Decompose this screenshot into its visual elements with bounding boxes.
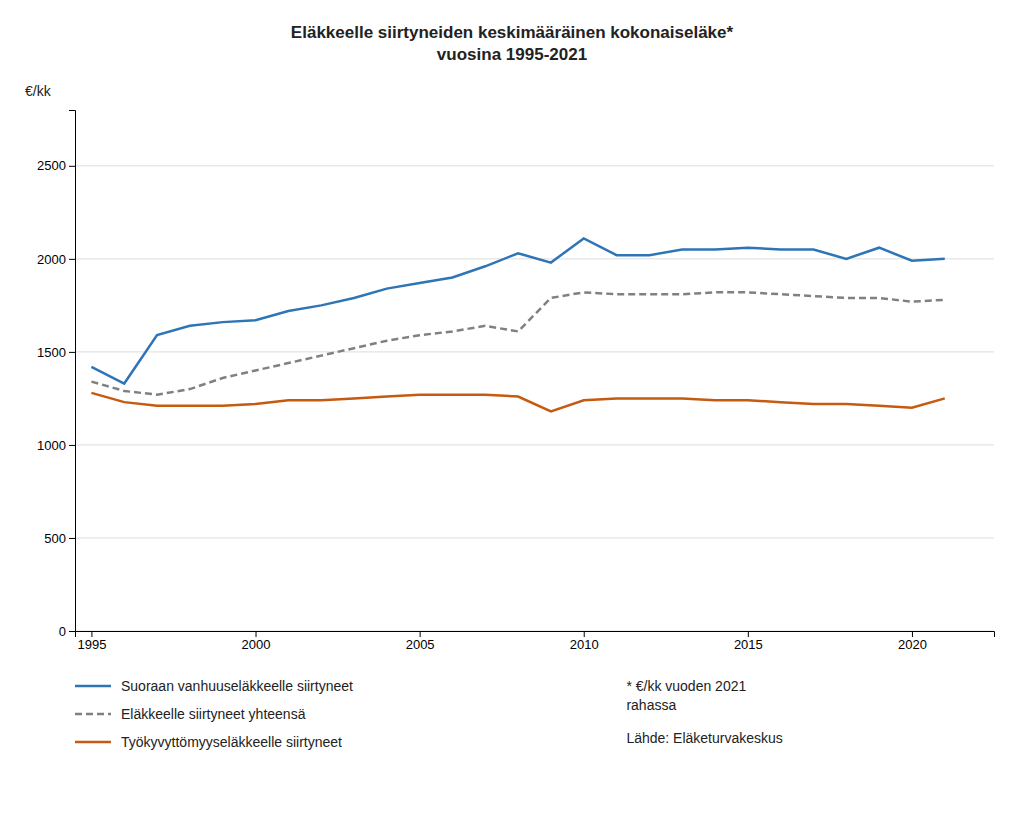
tick-mark bbox=[69, 352, 75, 353]
tick-label: 500 bbox=[44, 531, 66, 546]
annotation-line: Lähde: Eläketurvakeskus bbox=[626, 730, 782, 746]
tick-mark bbox=[748, 631, 749, 637]
title-line: Eläkkeelle siirtyneiden keskimääräinen k… bbox=[291, 23, 734, 42]
plot-area: 1995 2000 2005 2010 2015 2020 0 500 1000 1500 2000… bbox=[37, 111, 994, 653]
tick-label: 2500 bbox=[37, 158, 66, 173]
y-axis-line bbox=[69, 111, 76, 632]
x-axis-line bbox=[76, 632, 995, 638]
tick-mark bbox=[912, 631, 913, 637]
title: Eläkkeelle siirtyneiden keskimääräinen k… bbox=[291, 23, 734, 64]
tick: 2015 bbox=[734, 631, 763, 652]
lines bbox=[91, 238, 944, 411]
grid-line bbox=[75, 444, 994, 445]
tick-mark bbox=[69, 631, 75, 632]
tick-label: 1000 bbox=[37, 438, 66, 453]
annotation: Lähde: Eläketurvakeskus bbox=[626, 730, 782, 746]
tick: 2005 bbox=[406, 631, 435, 652]
tick: 2010 bbox=[570, 631, 599, 652]
x-axis: 1995 2000 2005 2010 2015 2020 bbox=[76, 631, 995, 652]
tick-mark bbox=[584, 631, 585, 637]
legend: Suoraan vanhuuseläkkeelle siirtyneet Eläk… bbox=[75, 678, 353, 750]
tick: 1500 bbox=[37, 345, 75, 360]
legend-label: Työkyvyttömyyseläkkeelle siirtyneet bbox=[121, 734, 342, 750]
annotation-line: rahassa bbox=[626, 697, 676, 713]
tick-label: 2005 bbox=[406, 637, 435, 652]
title-line: vuosina 1995-2021 bbox=[437, 45, 587, 64]
legend-item: Eläkkeelle siirtyneet yhteensä bbox=[75, 706, 306, 722]
tick-mark bbox=[69, 259, 75, 260]
tick: 2000 bbox=[37, 252, 75, 267]
tick: 500 bbox=[44, 531, 75, 546]
grid-line bbox=[75, 351, 994, 352]
tick: 2000 bbox=[242, 631, 271, 652]
grid-line bbox=[75, 165, 994, 166]
tick: 0 bbox=[59, 624, 75, 639]
tick-mark bbox=[91, 631, 92, 637]
tick: 1000 bbox=[37, 438, 75, 453]
legend-swatch bbox=[75, 741, 111, 744]
tick-label: 2010 bbox=[570, 637, 599, 652]
tick-mark bbox=[69, 445, 75, 446]
y-axis: 0 500 1000 1500 2000 2500 bbox=[37, 111, 75, 639]
legend-swatch bbox=[75, 713, 111, 716]
tick-label: 2020 bbox=[898, 637, 927, 652]
chart: Eläkkeelle siirtyneiden keskimääräinen k… bbox=[0, 0, 1024, 831]
tick-label: 1500 bbox=[37, 345, 66, 360]
series-line bbox=[91, 393, 944, 412]
legend-swatch bbox=[75, 685, 111, 688]
grid bbox=[75, 166, 994, 631]
tick-label: 2000 bbox=[242, 637, 271, 652]
annotation-line: * €/kk vuoden 2021 bbox=[626, 678, 746, 694]
tick-mark bbox=[420, 631, 421, 637]
tick-label: 2015 bbox=[734, 637, 763, 652]
legend-item: Työkyvyttömyyseläkkeelle siirtyneet bbox=[75, 734, 342, 750]
legend-label: Suoraan vanhuuseläkkeelle siirtyneet bbox=[121, 678, 353, 694]
tick-label: 1995 bbox=[77, 637, 106, 652]
tick: 2020 bbox=[898, 631, 927, 652]
tick-mark bbox=[69, 166, 75, 167]
tick-label: 2000 bbox=[37, 252, 66, 267]
tick: 1995 bbox=[77, 631, 106, 652]
legend-label: Eläkkeelle siirtyneet yhteensä bbox=[121, 706, 306, 722]
grid-line bbox=[75, 537, 994, 538]
y-axis-label: €/kk bbox=[25, 83, 52, 99]
tick-mark bbox=[69, 538, 75, 539]
annotation: * €/kk vuoden 2021 rahassa bbox=[626, 678, 746, 713]
tick-label: 0 bbox=[59, 624, 66, 639]
series-line bbox=[91, 238, 944, 383]
series-line bbox=[91, 292, 944, 394]
tick: 2500 bbox=[37, 158, 75, 173]
tick-mark bbox=[256, 631, 257, 637]
legend-item: Suoraan vanhuuseläkkeelle siirtyneet bbox=[75, 678, 353, 694]
